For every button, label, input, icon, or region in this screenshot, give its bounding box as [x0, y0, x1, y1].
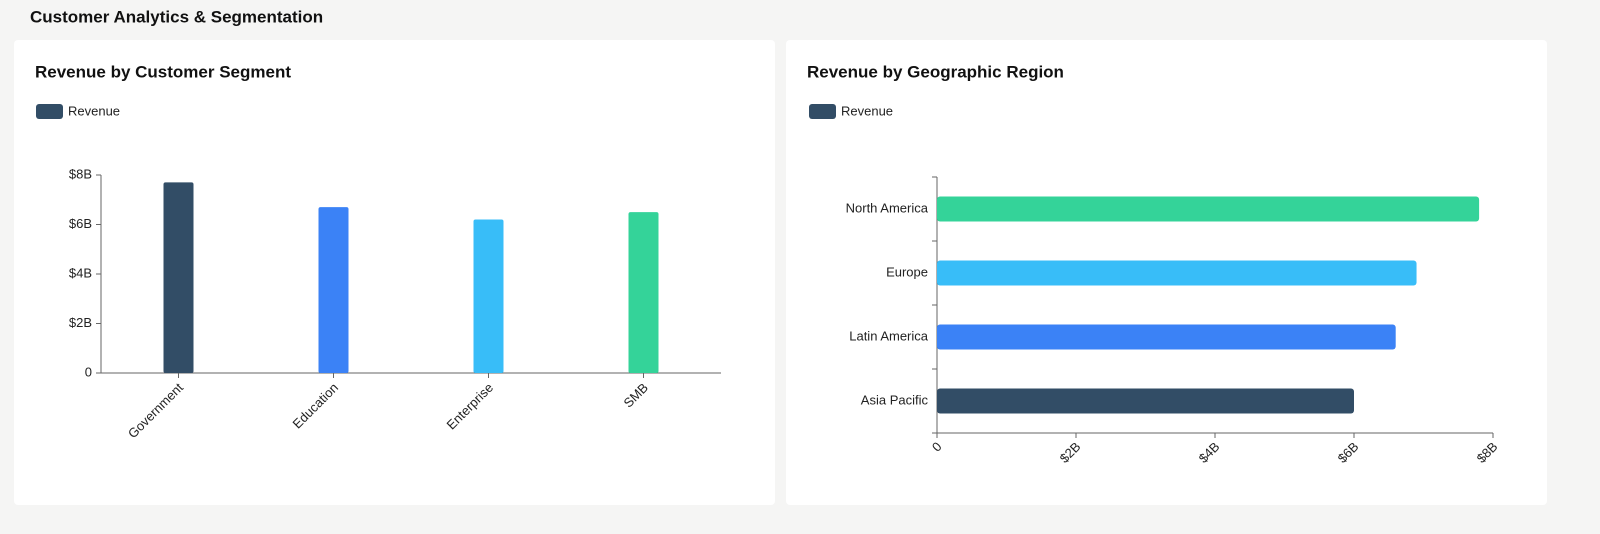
- bar: [937, 324, 1396, 350]
- legend-label: Revenue: [841, 103, 893, 118]
- y-tick-label: $6B: [69, 216, 92, 231]
- bar: [318, 207, 349, 373]
- y-tick-label: 0: [85, 364, 92, 379]
- chart-title: Revenue by Geographic Region: [807, 62, 1064, 81]
- y-tick-label: Latin America: [849, 328, 929, 343]
- bar: [937, 388, 1354, 414]
- y-tick-label: $4B: [69, 265, 92, 280]
- bar: [937, 260, 1417, 286]
- bar: [937, 196, 1480, 222]
- chart-title: Revenue by Customer Segment: [35, 62, 291, 81]
- bar: [163, 182, 194, 373]
- legend-swatch: [36, 104, 63, 119]
- page-title: Customer Analytics & Segmentation: [30, 7, 323, 26]
- y-tick-label: Europe: [886, 264, 928, 279]
- y-tick-label: $8B: [69, 166, 92, 181]
- panel: [14, 40, 775, 505]
- y-tick-label: North America: [846, 200, 929, 215]
- y-tick-label: $2B: [69, 315, 92, 330]
- y-tick-label: Asia Pacific: [861, 392, 929, 407]
- legend-label: Revenue: [68, 103, 120, 118]
- bar: [473, 219, 504, 373]
- bar: [628, 212, 659, 373]
- legend-swatch: [809, 104, 836, 119]
